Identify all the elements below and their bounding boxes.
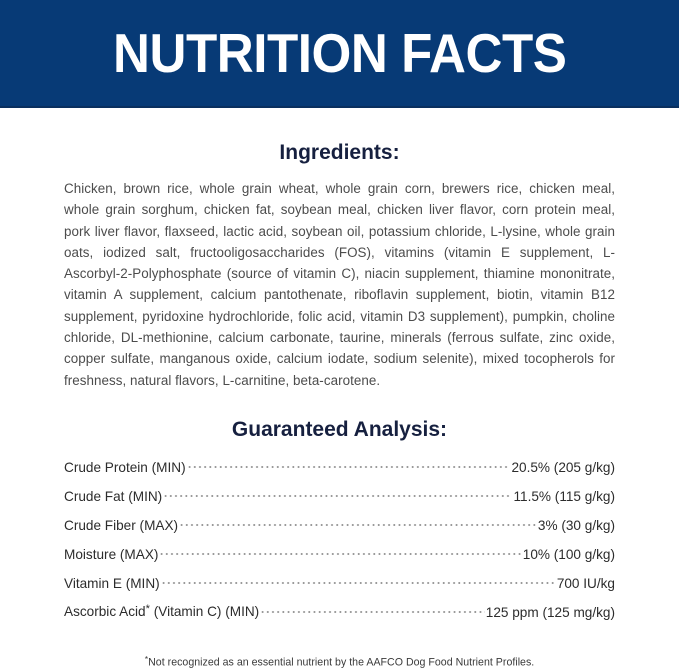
analysis-label: Moisture (MAX): [64, 546, 159, 562]
footnote-text: *Not recognized as an essential nutrient…: [144, 653, 535, 668]
analysis-value: 3% (30 g/kg): [537, 517, 615, 533]
guaranteed-analysis-table: Crude Protein (MIN) 20.5% (205 g/kg) Cru…: [64, 458, 615, 632]
guaranteed-analysis-heading: Guaranteed Analysis:: [231, 417, 448, 441]
analysis-value: 10% (100 g/kg): [522, 546, 615, 562]
label-content: Ingredients: Chicken, brown rice, whole …: [0, 108, 679, 668]
analysis-value: 700 IU/kg: [556, 575, 615, 591]
analysis-value: 11.5% (115 g/kg): [513, 488, 615, 504]
dot-leader: [260, 603, 485, 617]
ingredients-heading: Ingredients:: [279, 141, 400, 164]
table-row: Crude Fiber (MAX) 3% (30 g/kg): [64, 516, 615, 545]
analysis-label: Crude Fat (MIN): [64, 488, 163, 504]
ingredients-body: Chicken, brown rice, whole grain wheat, …: [64, 181, 615, 388]
table-row: Vitamin E (MIN) 700 IU/kg: [64, 574, 615, 603]
dot-leader: [179, 516, 537, 530]
table-row: Crude Protein (MIN) 20.5% (205 g/kg): [64, 458, 615, 487]
dot-leader: [160, 574, 556, 588]
analysis-label: Crude Fiber (MAX): [64, 517, 179, 533]
dot-leader: [159, 545, 522, 559]
table-row: Moisture (MAX) 10% (100 g/kg): [64, 545, 615, 574]
analysis-label: Vitamin E (MIN): [64, 575, 160, 591]
analysis-label: Ascorbic Acid* (Vitamin C) (MIN): [64, 603, 260, 620]
table-row: Crude Fat (MIN) 11.5% (115 g/kg): [64, 487, 615, 516]
header-banner: NUTRITION FACTS: [0, 0, 679, 108]
table-row: Ascorbic Acid* (Vitamin C) (MIN) 125 ppm…: [64, 603, 615, 632]
analysis-value: 20.5% (205 g/kg): [511, 459, 615, 475]
dot-leader: [186, 458, 511, 472]
analysis-value: 125 ppm (125 mg/kg): [485, 604, 615, 620]
page-title: NUTRITION FACTS: [112, 21, 567, 84]
analysis-label: Crude Protein (MIN): [64, 459, 186, 475]
dot-leader: [163, 487, 513, 501]
